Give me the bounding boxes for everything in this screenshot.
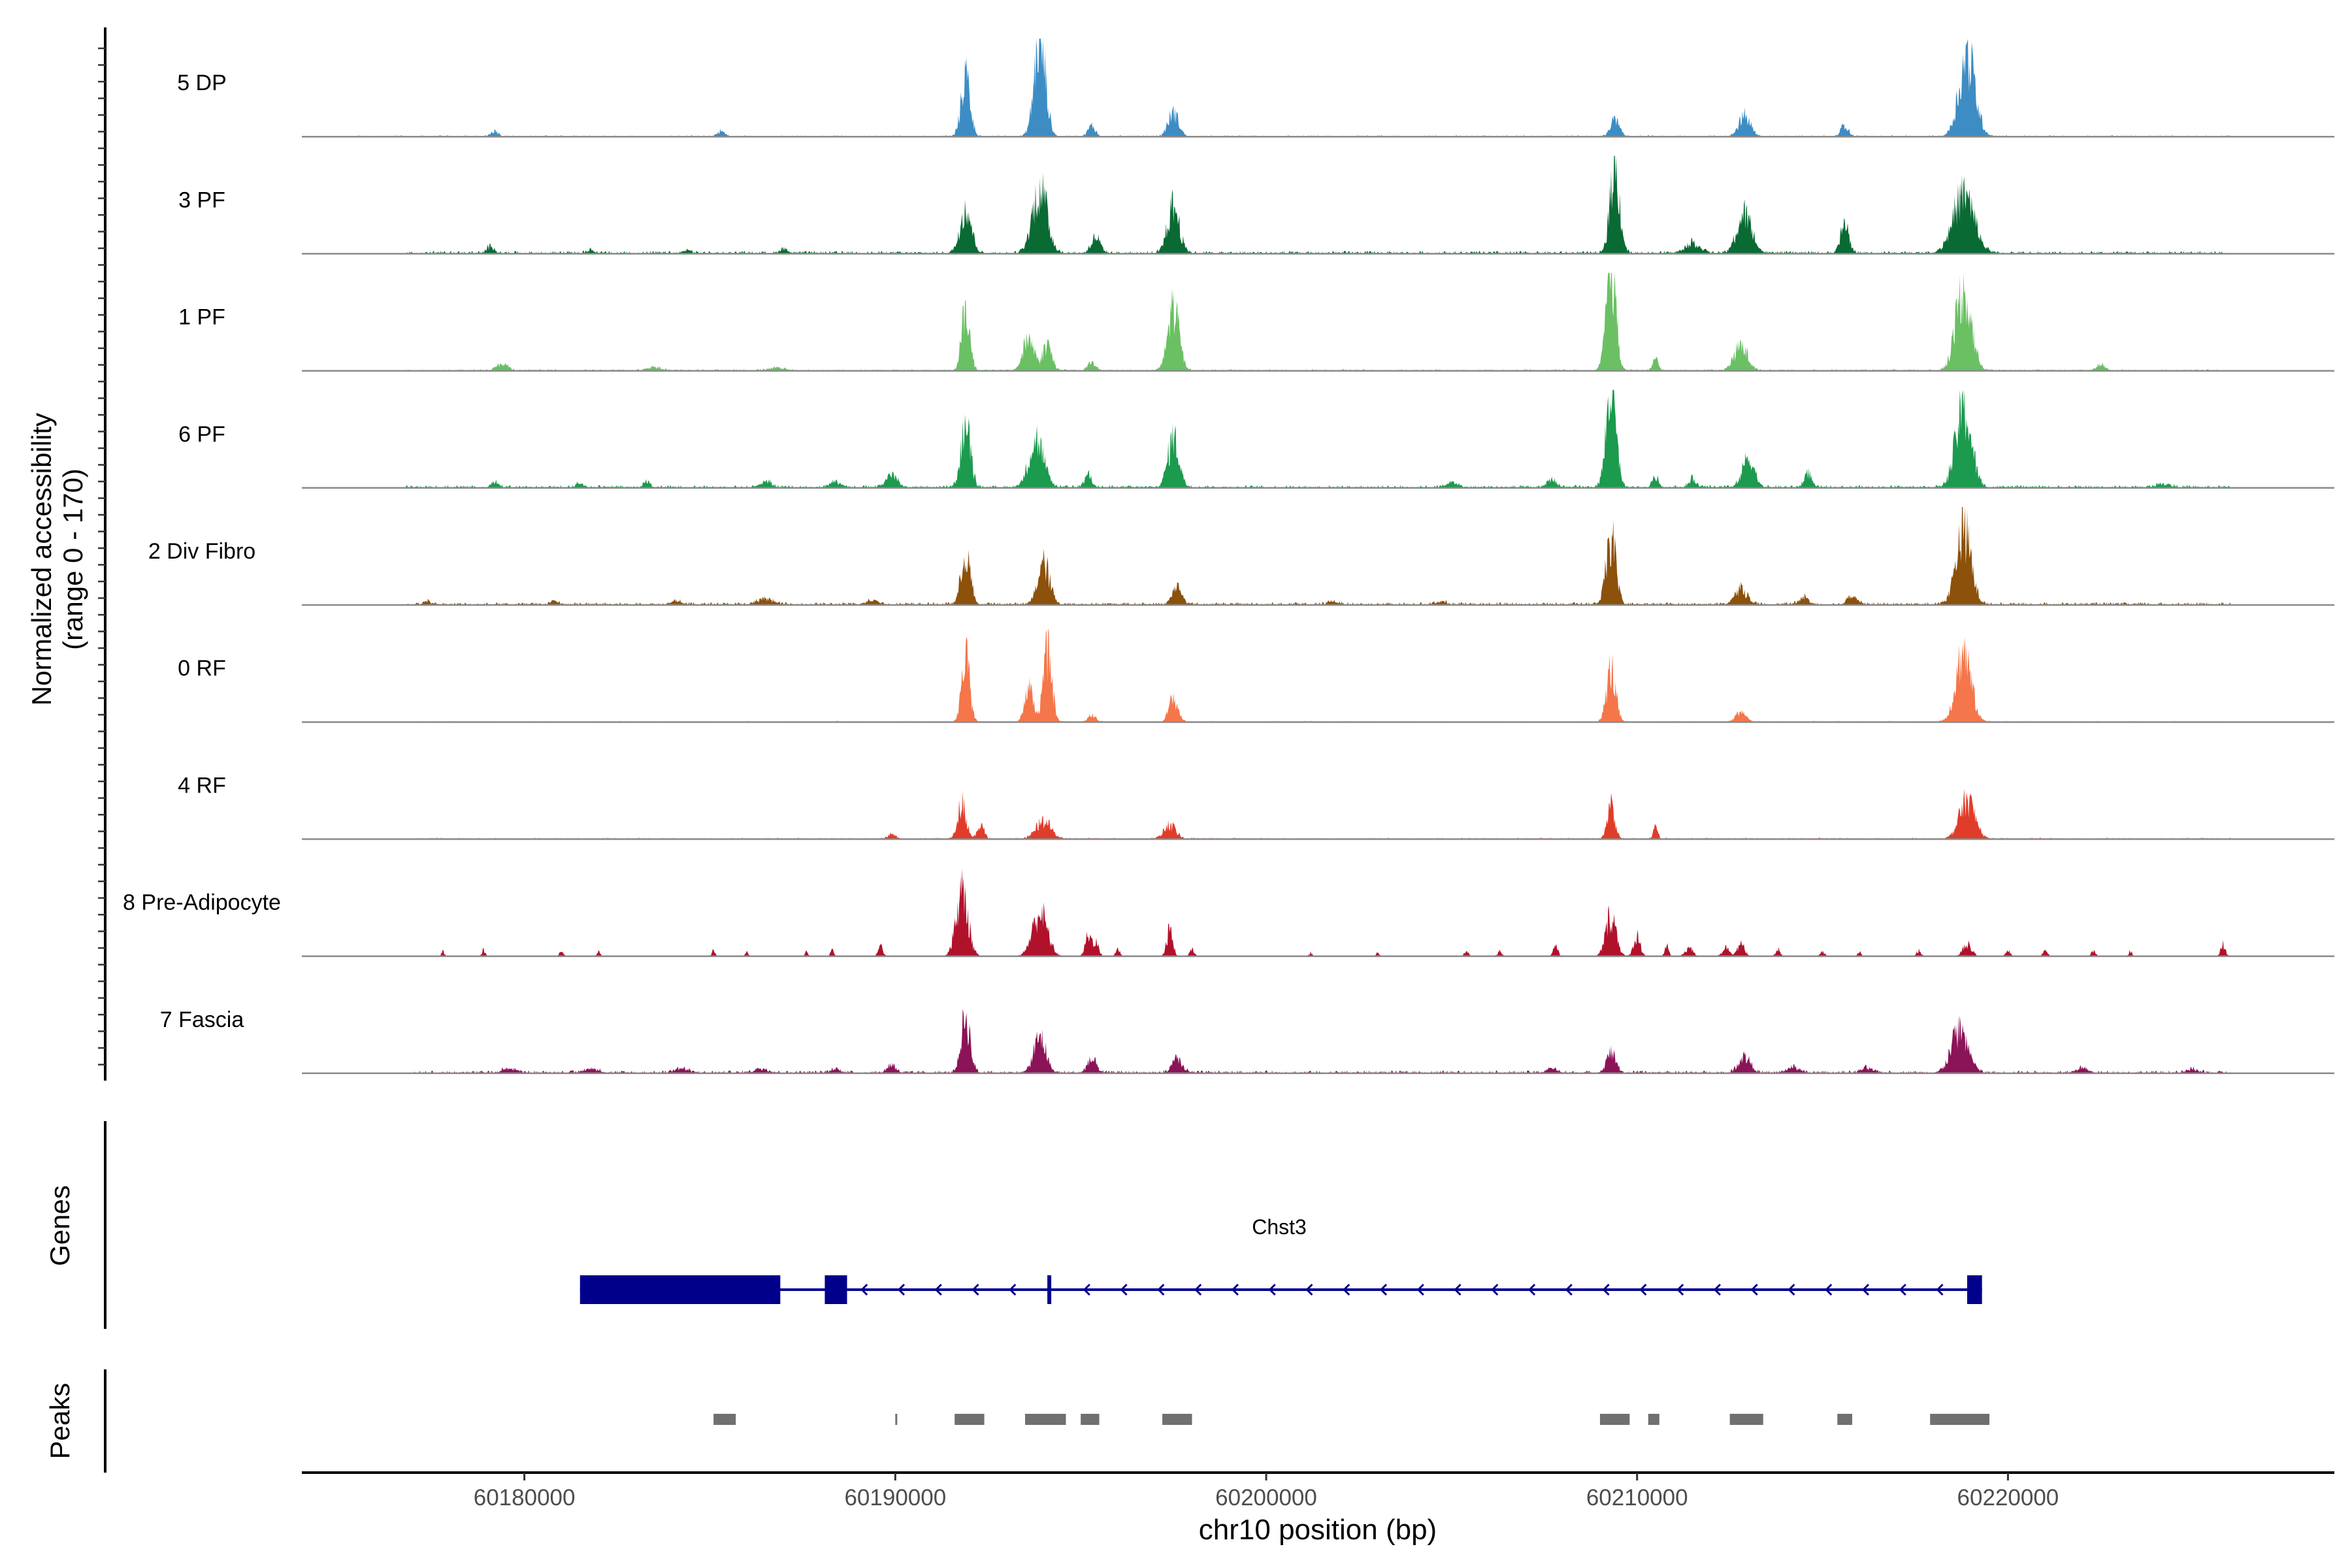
peak-region	[1837, 1414, 1852, 1425]
track-label: 7 Fascia	[160, 1007, 244, 1032]
strand-arrow	[1936, 1283, 1944, 1296]
exon	[580, 1275, 781, 1304]
peak-region	[1648, 1414, 1659, 1425]
y-axis-label-line1: Normalized accessibility	[26, 413, 57, 706]
strand-arrow	[1268, 1283, 1276, 1296]
coverage-y-ticks	[98, 47, 105, 1066]
peak-region	[1162, 1414, 1192, 1425]
track-label: 5 DP	[177, 71, 227, 95]
peak-region	[1081, 1414, 1100, 1425]
track-3-pf: 3 PF	[178, 155, 2334, 255]
x-tick-label: 60220000	[1957, 1485, 2059, 1511]
track-label: 4 RF	[178, 773, 226, 798]
y-axis-label-line2: (range 0 - 170)	[57, 468, 88, 650]
gene-name-label: Chst3	[1252, 1215, 1307, 1239]
peak-region	[713, 1414, 736, 1425]
track-2-div-fibro: 2 Div Fibro	[148, 507, 2334, 606]
gene-model	[580, 1275, 1982, 1304]
strand-arrow	[1379, 1283, 1388, 1296]
x-tick-label: 60180000	[474, 1485, 576, 1511]
strand-arrow	[1602, 1283, 1610, 1296]
strand-arrow	[1194, 1283, 1202, 1296]
strand-arrow	[1676, 1283, 1684, 1296]
exon	[1047, 1275, 1052, 1304]
peaks-track-label: Peaks	[44, 1383, 75, 1460]
coverage-tracks: 5 DP 3 PF 1 PF 6 PF 2 Div Fibro 0 RF 4 RF 8 Pre…	[123, 39, 2334, 1075]
strand-arrow	[1750, 1283, 1758, 1296]
track-4-rf: 4 RF	[178, 773, 2334, 840]
strand-arrow	[1788, 1283, 1795, 1296]
strand-arrow	[1825, 1283, 1833, 1296]
track-8-pre-adipocyte: 8 Pre-Adipocyte	[123, 868, 2334, 957]
x-tick-label: 60210000	[1586, 1485, 1688, 1511]
peak-regions	[713, 1414, 1990, 1425]
strand-arrow	[1305, 1283, 1313, 1296]
strand-arrow	[1343, 1283, 1350, 1296]
exon	[1967, 1275, 1982, 1304]
peak-region	[895, 1414, 898, 1425]
strand-arrow	[1454, 1283, 1462, 1296]
x-tick-label: 60200000	[1215, 1485, 1317, 1511]
strand-arrow	[897, 1283, 906, 1296]
track-1-pf: 1 PF	[178, 272, 2334, 372]
strand-arrow	[1639, 1283, 1647, 1296]
track-label: 0 RF	[178, 656, 226, 681]
track-5-dp: 5 DP	[177, 39, 2334, 138]
track-6-pf: 6 PF	[178, 389, 2334, 489]
track-7-fascia: 7 Fascia	[160, 1007, 2334, 1075]
track-label: 1 PF	[178, 305, 225, 330]
peak-region	[1599, 1414, 1630, 1425]
track-label: 6 PF	[178, 422, 225, 447]
track-label: 2 Div Fibro	[148, 539, 255, 564]
peak-region	[955, 1414, 985, 1425]
strand-arrow	[934, 1283, 942, 1296]
track-label: 8 Pre-Adipocyte	[123, 890, 281, 915]
x-tick-label: 60190000	[844, 1485, 946, 1511]
peak-region	[1930, 1414, 1990, 1425]
peak-region	[1025, 1414, 1066, 1425]
strand-arrow	[972, 1283, 979, 1296]
strand-arrow	[1009, 1283, 1017, 1296]
x-axis-ticks: 60180000 60190000 60200000 60210000 60220000	[474, 1473, 2059, 1511]
strand-arrow	[1416, 1283, 1424, 1296]
strand-arrow	[1899, 1283, 1906, 1296]
strand-arrow	[1861, 1283, 1870, 1296]
strand-arrow	[1231, 1283, 1239, 1296]
strand-arrow	[1157, 1283, 1165, 1296]
strand-arrow	[1120, 1283, 1128, 1296]
genes-track-label: Genes	[44, 1185, 75, 1266]
exon	[825, 1275, 847, 1304]
strand-arrow	[860, 1283, 868, 1296]
strand-arrow	[1083, 1283, 1090, 1296]
strand-arrow	[1491, 1283, 1499, 1296]
strand-arrow	[1565, 1283, 1573, 1296]
track-0-rf: 0 RF	[178, 628, 2334, 723]
track-label: 3 PF	[178, 188, 225, 212]
x-axis-title: chr10 position (bp)	[1199, 1514, 1437, 1546]
strand-arrow	[1713, 1283, 1722, 1296]
peak-region	[1729, 1414, 1763, 1425]
strand-arrow	[1527, 1283, 1536, 1296]
